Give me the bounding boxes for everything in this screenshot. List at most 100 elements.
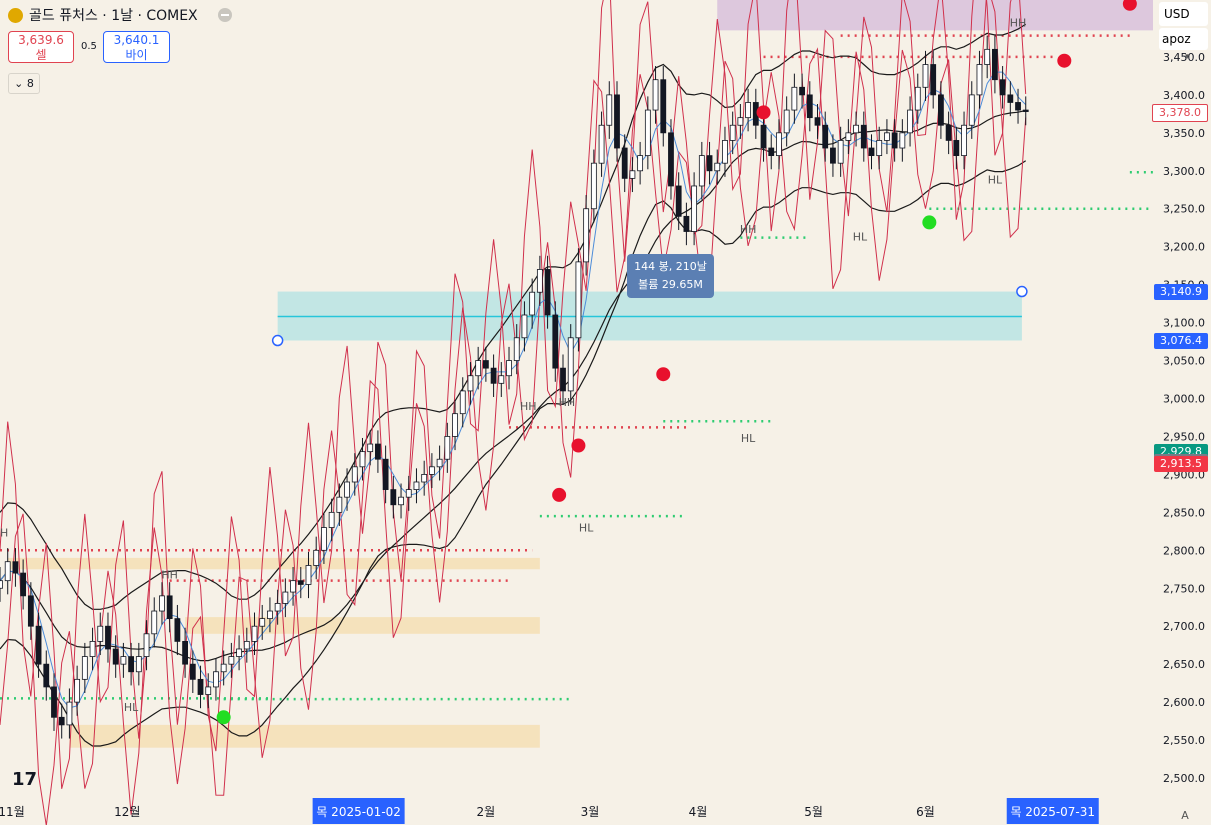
candle-body (290, 580, 296, 593)
y-tick-label: 3,100.0 (1163, 317, 1205, 330)
x-tick-label: 5월 (804, 805, 823, 819)
time-axis[interactable]: 11월12월2월3월4월5월6월7월목 2025-01-02목 2025-07-… (0, 797, 1211, 825)
bands-layer (0, 0, 1027, 825)
candle-body (560, 367, 566, 392)
candle-body (853, 124, 859, 134)
candle-body (4, 561, 11, 582)
candle-body (359, 451, 366, 468)
candle-body (267, 610, 273, 620)
candle-body (536, 269, 543, 293)
candle-body (143, 633, 150, 657)
candle-body (344, 481, 350, 498)
candle-body (482, 360, 489, 369)
candle-body (930, 64, 937, 96)
candle-body (745, 102, 752, 119)
chevron-down-icon: ⌄ (14, 77, 24, 90)
candle-body (189, 663, 196, 680)
candle-body (398, 496, 404, 506)
red-signal-marker (756, 105, 771, 120)
candle-body (305, 565, 312, 585)
swing-label: HH (520, 400, 537, 413)
chevron-down-icon[interactable]: ▾ (1185, 52, 1190, 62)
candle-body (1015, 102, 1021, 111)
candles-layer (0, 35, 1029, 739)
x-tick-label: 4월 (689, 805, 708, 819)
swing-label: HL (741, 432, 756, 445)
candle-body (251, 625, 258, 642)
candle-body (321, 527, 327, 551)
candle-body (791, 86, 798, 111)
candle-body (58, 716, 65, 726)
y-tick-label: 2,800.0 (1163, 544, 1205, 557)
candle-body (313, 549, 320, 566)
candle-body (97, 625, 104, 642)
x-highlight-bg (1006, 798, 1099, 824)
candle-body (506, 360, 512, 377)
tradingview-logo-icon: 𝟭𝟳 (12, 769, 38, 790)
buy-button[interactable]: 3,640.1 바이 (103, 31, 170, 63)
bollinger-upper (0, 23, 1027, 610)
candle-body (43, 663, 50, 688)
candle-body (159, 595, 165, 612)
candle-body (205, 686, 212, 695)
candle-body (375, 443, 381, 460)
candle-body (74, 678, 81, 703)
candle-body (914, 86, 921, 111)
candle-body (166, 595, 173, 620)
supply-zone (7, 557, 540, 570)
y-tick-label: 2,600.0 (1163, 696, 1205, 709)
candle-body (390, 489, 397, 506)
candle-body (961, 124, 967, 157)
candle-body (35, 625, 42, 665)
x-highlight-label: 목 2025-07-31 (1010, 805, 1095, 819)
candle-body (644, 109, 651, 157)
candle-body (490, 367, 497, 384)
candle-body (243, 640, 250, 650)
candle-body (814, 117, 821, 126)
y-axis-bg (1153, 0, 1211, 797)
candle-body (552, 314, 559, 369)
x-tick-label: 2월 (477, 805, 496, 819)
candle-body (868, 147, 875, 157)
swing-label: HL (853, 231, 868, 244)
swing-label: HL (579, 521, 594, 534)
price-label: 3,140.9 (1154, 283, 1208, 300)
candle-body (683, 215, 690, 232)
y-tick-label: 3,000.0 (1163, 393, 1205, 406)
candle-body (529, 291, 536, 316)
candle-body (274, 603, 281, 612)
candle-body (0, 580, 3, 589)
x-highlight-label: 목 2025-01-02 (316, 805, 401, 819)
candle-body (891, 132, 898, 149)
sell-button[interactable]: 3,639.6 셀 (8, 31, 74, 63)
collapse-icon[interactable] (217, 8, 232, 22)
candle-body (899, 132, 906, 149)
candle-body (968, 94, 975, 126)
candle-body (452, 413, 458, 437)
swing-label: HH (1010, 17, 1027, 30)
candle-body (436, 458, 443, 468)
measure-handle (271, 334, 284, 347)
candle-body (822, 124, 829, 149)
candle-body (12, 561, 19, 574)
candle-body (513, 337, 520, 361)
candle-body (20, 572, 27, 597)
candle-body (105, 625, 111, 650)
symbol-header[interactable]: 골드 퓨처스 · 1날 · COMEX (8, 5, 232, 25)
y-tick-label: 3,400.0 (1163, 89, 1205, 102)
candle-body (336, 496, 343, 513)
red-signal-marker (656, 367, 671, 382)
account-select[interactable]: apoz (1159, 28, 1208, 50)
swing-label: HH (740, 223, 757, 236)
swing-label: HH (559, 396, 576, 409)
currency-select[interactable]: USD (1159, 2, 1208, 26)
demand-zone (69, 724, 540, 748)
candle-body (1022, 109, 1029, 112)
candle-body (660, 79, 667, 134)
zones-layer (0, 0, 1153, 748)
candle-body (367, 443, 374, 453)
indicator-toggle-button[interactable]: ⌄ 8 (8, 73, 40, 94)
candle-body (984, 48, 991, 65)
candle-body (590, 162, 597, 210)
